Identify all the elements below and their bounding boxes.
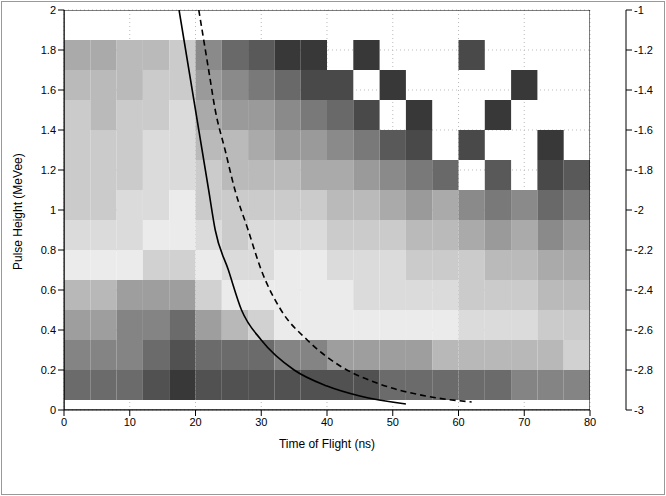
svg-text:1.6: 1.6 bbox=[41, 84, 56, 96]
svg-text:-1.6: -1.6 bbox=[634, 124, 653, 136]
svg-text:50: 50 bbox=[387, 416, 399, 428]
svg-text:-2.4: -2.4 bbox=[634, 284, 653, 296]
svg-text:1.4: 1.4 bbox=[41, 124, 56, 136]
svg-text:0: 0 bbox=[61, 416, 67, 428]
svg-text:1.8: 1.8 bbox=[41, 44, 56, 56]
svg-text:1: 1 bbox=[50, 204, 56, 216]
svg-text:Time of Flight (ns): Time of Flight (ns) bbox=[279, 437, 375, 451]
svg-text:-1.8: -1.8 bbox=[634, 164, 653, 176]
svg-text:-3: -3 bbox=[634, 404, 644, 416]
svg-text:0.4: 0.4 bbox=[41, 324, 56, 336]
svg-text:70: 70 bbox=[518, 416, 530, 428]
svg-text:0: 0 bbox=[50, 404, 56, 416]
svg-text:-2: -2 bbox=[634, 204, 644, 216]
svg-text:0.6: 0.6 bbox=[41, 284, 56, 296]
svg-text:-2.2: -2.2 bbox=[634, 244, 653, 256]
svg-text:20: 20 bbox=[189, 416, 201, 428]
svg-text:2: 2 bbox=[50, 4, 56, 16]
svg-text:-2.8: -2.8 bbox=[634, 364, 653, 376]
svg-text:80: 80 bbox=[584, 416, 596, 428]
svg-text:-2.6: -2.6 bbox=[634, 324, 653, 336]
svg-text:0.8: 0.8 bbox=[41, 244, 56, 256]
svg-text:60: 60 bbox=[452, 416, 464, 428]
svg-text:-1: -1 bbox=[634, 4, 644, 16]
svg-text:0.2: 0.2 bbox=[41, 364, 56, 376]
svg-text:30: 30 bbox=[255, 416, 267, 428]
svg-text:-1.4: -1.4 bbox=[634, 84, 653, 96]
svg-text:10: 10 bbox=[124, 416, 136, 428]
svg-text:1.2: 1.2 bbox=[41, 164, 56, 176]
svg-text:40: 40 bbox=[321, 416, 333, 428]
svg-text:Pulse Height (MeVee): Pulse Height (MeVee) bbox=[11, 153, 25, 270]
svg-text:-1.2: -1.2 bbox=[634, 44, 653, 56]
